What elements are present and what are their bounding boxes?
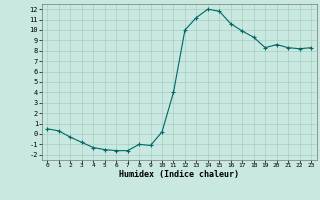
X-axis label: Humidex (Indice chaleur): Humidex (Indice chaleur) xyxy=(119,170,239,179)
